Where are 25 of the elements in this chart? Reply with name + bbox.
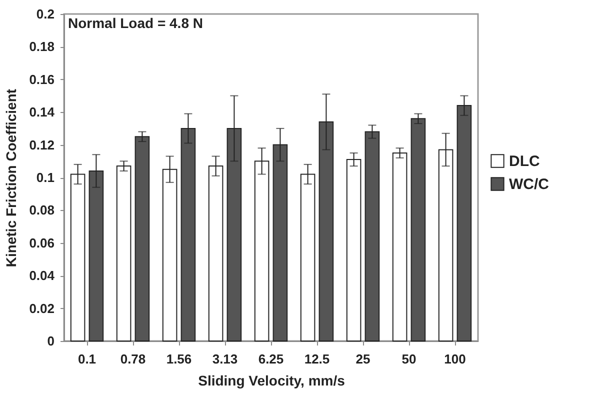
annotation: Normal Load = 4.8 N xyxy=(68,15,203,31)
y-tick-label: 0 xyxy=(47,334,54,348)
y-tick-label: 0.2 xyxy=(36,6,54,22)
x-tick-label: 12.5 xyxy=(304,352,330,366)
y-tick-label: 0.08 xyxy=(29,202,54,218)
y-tick-label: 0.06 xyxy=(29,235,54,250)
x-tick-label: 6.25 xyxy=(258,352,284,366)
legend-label: WC/C xyxy=(509,176,550,193)
y-tick-label: 0.14 xyxy=(29,104,56,120)
x-axis-title: Sliding Velocity, mm/s xyxy=(198,372,346,388)
y-tick-label: 0.1 xyxy=(36,170,54,185)
y-tick-label: 0.04 xyxy=(29,268,56,284)
y-tick-label: 0.02 xyxy=(29,300,54,316)
x-tick-label: 25 xyxy=(356,352,370,366)
x-tick-label: 0.78 xyxy=(120,352,146,366)
x-tick-label: 3.13 xyxy=(212,352,238,366)
y-tick-label: 0.16 xyxy=(29,72,54,87)
x-tick-label: 50 xyxy=(402,352,416,366)
x-tick-label: 100 xyxy=(444,352,466,366)
legend-label: DLC xyxy=(509,153,540,170)
y-tick-label: 0.18 xyxy=(29,39,54,54)
y-axis-title: Kinetic Friction Coefficient xyxy=(3,88,20,268)
x-tick-label: 1.56 xyxy=(166,352,192,366)
x-tick-label: 0.1 xyxy=(78,352,96,366)
y-tick-label: 0.12 xyxy=(29,137,54,152)
